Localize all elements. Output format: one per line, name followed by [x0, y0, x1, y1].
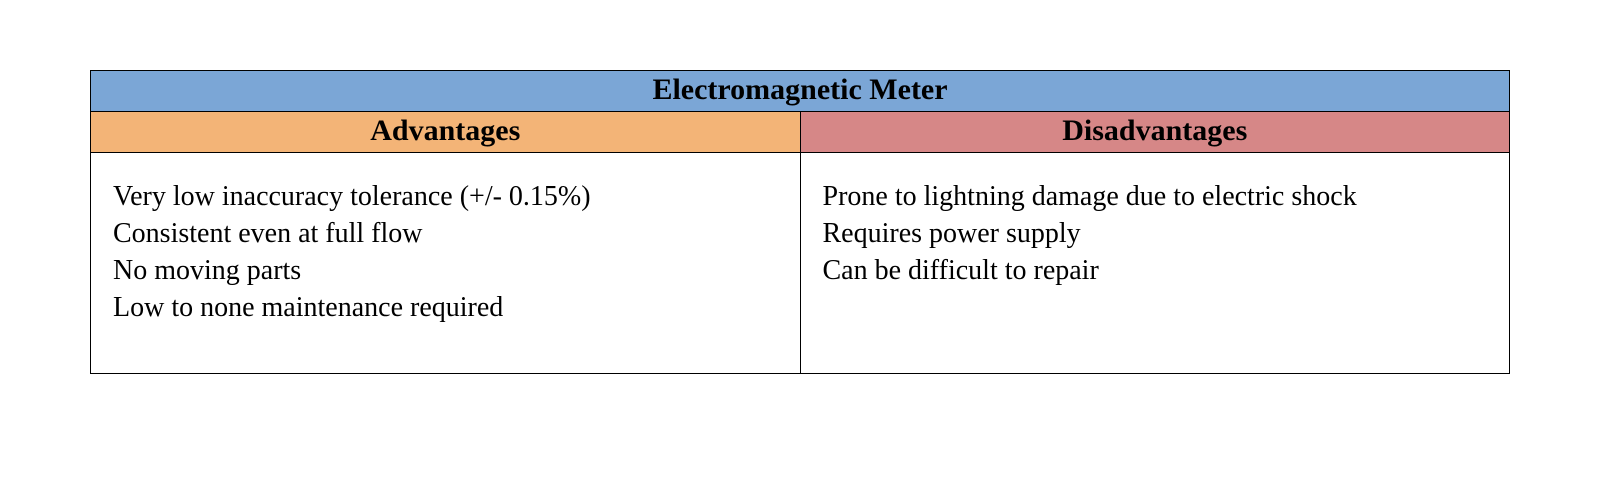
advantage-item: Very low inaccuracy tolerance (+/- 0.15%… — [113, 179, 780, 214]
advantage-item: No moving parts — [113, 253, 780, 288]
table-title: Electromagnetic Meter — [91, 71, 1510, 112]
advantage-item: Low to none maintenance required — [113, 290, 780, 325]
disadvantage-item: Requires power supply — [823, 216, 1490, 251]
column-header-advantages: Advantages — [91, 112, 801, 153]
advantages-cell: Very low inaccuracy tolerance (+/- 0.15%… — [91, 153, 801, 374]
disadvantages-cell: Prone to lightning damage due to electri… — [800, 153, 1510, 374]
comparison-table-container: Electromagnetic Meter Advantages Disadva… — [0, 0, 1600, 374]
disadvantage-item: Can be difficult to repair — [823, 253, 1490, 288]
comparison-table: Electromagnetic Meter Advantages Disadva… — [90, 70, 1510, 374]
disadvantage-item: Prone to lightning damage due to electri… — [823, 179, 1490, 214]
title-row: Electromagnetic Meter — [91, 71, 1510, 112]
header-row: Advantages Disadvantages — [91, 112, 1510, 153]
advantage-item: Consistent even at full flow — [113, 216, 780, 251]
body-row: Very low inaccuracy tolerance (+/- 0.15%… — [91, 153, 1510, 374]
column-header-disadvantages: Disadvantages — [800, 112, 1510, 153]
